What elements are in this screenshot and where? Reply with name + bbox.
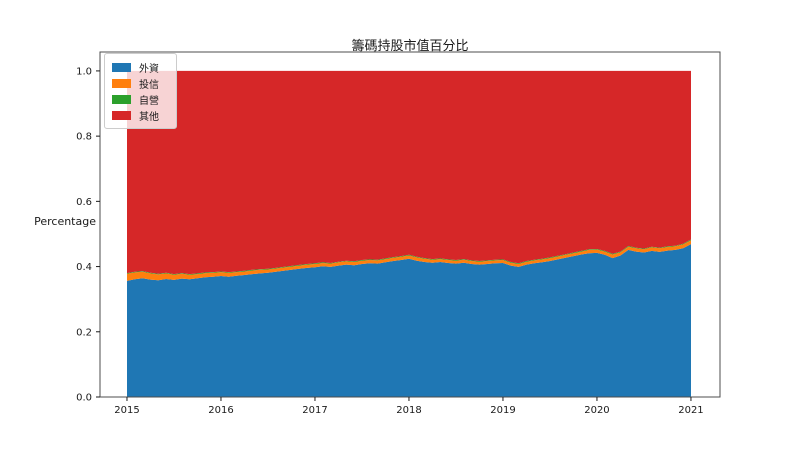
y-axis-label: Percentage	[34, 215, 96, 228]
x-axis-tick-label: 2019	[490, 405, 515, 416]
legend-item-foreign-investors: 外資	[112, 59, 168, 75]
y-axis-tick-label: 0.0	[76, 393, 92, 404]
y-axis-tick-label: 0.6	[76, 197, 92, 208]
legend-label-foreign-investors: 外資	[139, 63, 159, 75]
x-axis-tick-label: 2021	[678, 405, 703, 416]
area-foreign-investors	[127, 244, 691, 397]
legend-label-investment-trust: 投信	[139, 79, 159, 91]
legend-swatch-investment-trust	[112, 78, 131, 88]
y-axis-tick-label: 1.0	[76, 66, 92, 77]
legend-item-others: 其他	[112, 107, 168, 123]
y-axis-tick-label: 0.2	[76, 327, 92, 338]
legend-label-dealer: 自營	[139, 95, 159, 107]
x-axis-tick-label: 2017	[302, 405, 327, 416]
y-axis-tick-label: 0.8	[76, 132, 92, 143]
area-investment-trust	[127, 240, 691, 281]
x-axis-tick-label: 2015	[114, 405, 139, 416]
chart-title: 籌碼持股市值百分比	[351, 39, 469, 54]
legend-swatch-others	[112, 110, 131, 120]
legend-item-investment-trust: 投信	[112, 75, 168, 91]
y-axis-tick-label: 0.4	[76, 262, 92, 273]
legend-item-dealer: 自營	[112, 91, 168, 107]
x-axis-tick-label: 2018	[396, 405, 421, 416]
legend-label-others: 其他	[139, 111, 159, 123]
axes-frame	[99, 51, 721, 398]
x-axis-tick-label: 2016	[208, 405, 233, 416]
legend-swatch-dealer	[112, 94, 131, 104]
area-others	[127, 70, 691, 275]
x-axis-tick-label: 2020	[584, 405, 609, 416]
legend-swatch-foreign-investors	[112, 62, 131, 72]
legend: 外資 投信 自營 其他	[104, 53, 177, 129]
